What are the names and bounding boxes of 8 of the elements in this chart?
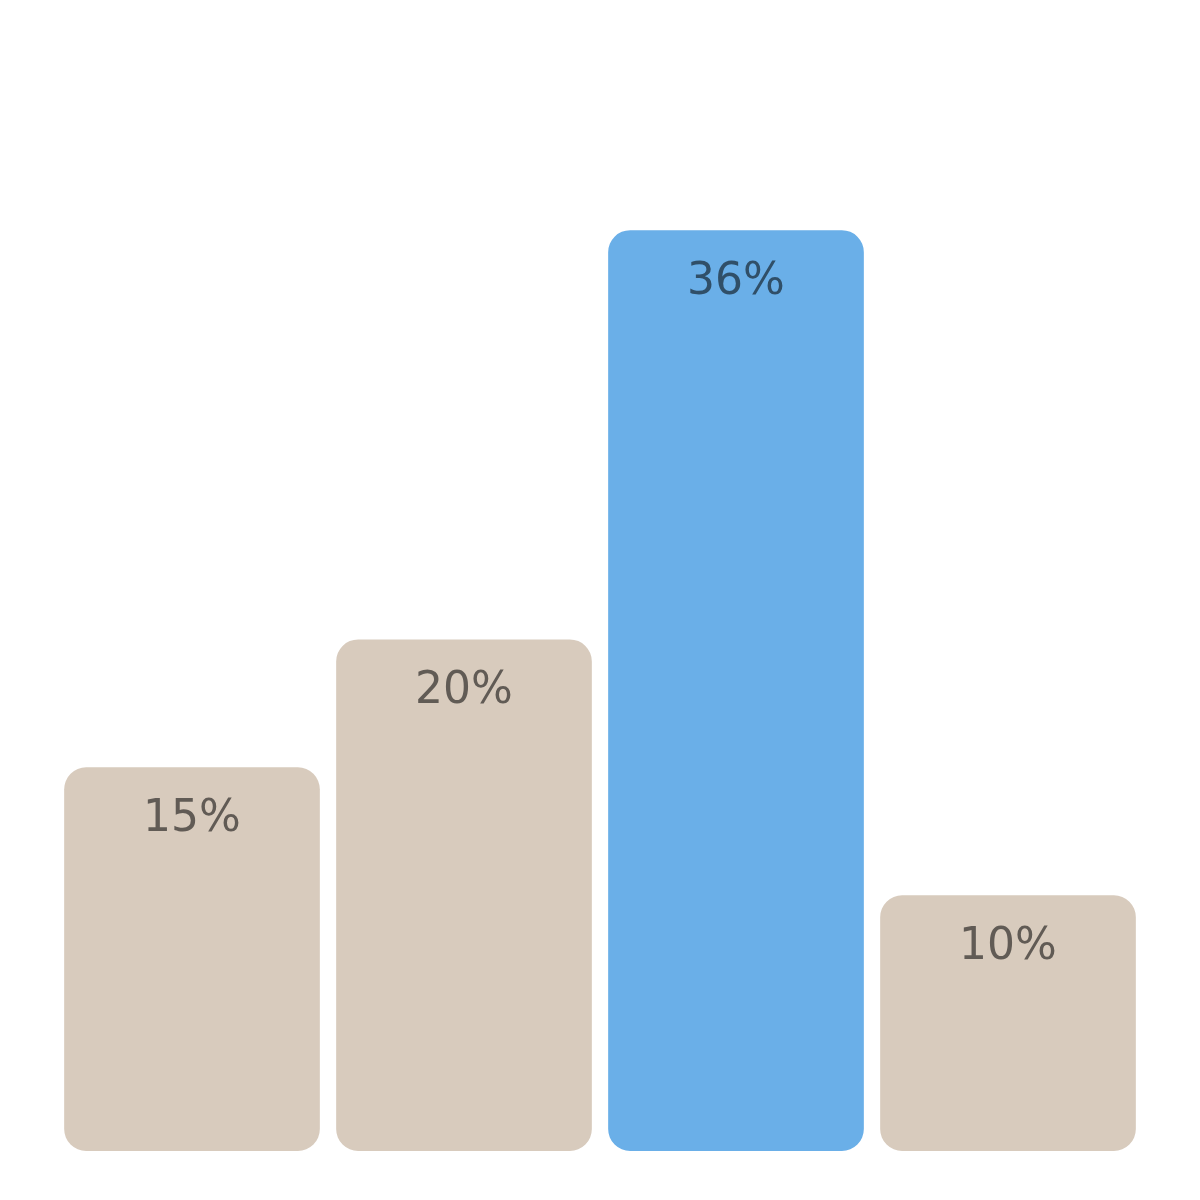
bar [336,639,592,1151]
bar [880,895,1136,1151]
data-label: 10% [959,917,1057,969]
data-label: 36% [687,252,785,304]
bar [608,230,864,1151]
bar [64,767,320,1151]
data-label: 15% [143,789,241,841]
data-label: 20% [415,661,513,713]
